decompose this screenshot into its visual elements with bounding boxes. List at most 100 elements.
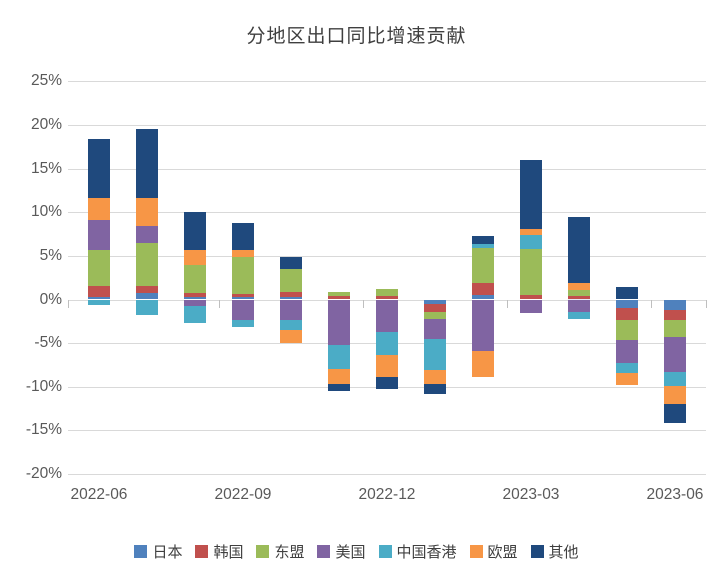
gridline — [68, 125, 706, 126]
x-axis-label: 2022-09 — [214, 486, 272, 503]
bar-segment — [280, 292, 302, 297]
bar-segment — [424, 383, 446, 394]
bar-segment — [376, 296, 398, 300]
bar-segment — [568, 296, 590, 299]
legend-item: 欧盟 — [469, 541, 518, 562]
y-axis-label: -20% — [25, 465, 62, 482]
bar-segment — [136, 226, 158, 243]
axis-tick — [651, 299, 652, 308]
legend-swatch — [317, 545, 331, 558]
bar-segment — [664, 385, 686, 405]
y-axis-label: 5% — [39, 247, 62, 264]
zero-line — [616, 299, 638, 300]
bar-segment — [328, 291, 350, 297]
bar-segment — [520, 159, 542, 229]
zero-line — [136, 299, 158, 300]
y-axis-label: 15% — [30, 160, 62, 177]
bar-segment — [376, 355, 398, 378]
bar-segment — [616, 319, 638, 340]
gridline — [68, 256, 706, 257]
bar-segment — [568, 290, 590, 297]
legend-swatch — [195, 545, 209, 558]
bar-segment — [664, 309, 686, 320]
bar-segment — [328, 369, 350, 385]
bar-segment — [472, 248, 494, 283]
bar-segment — [520, 235, 542, 249]
bar-segment — [472, 351, 494, 378]
bar-segment — [616, 363, 638, 374]
legend-label: 欧盟 — [487, 544, 518, 561]
legend-swatch — [256, 545, 270, 558]
bar-segment — [472, 282, 494, 295]
bar-segment — [616, 339, 638, 364]
bar-segment — [376, 289, 398, 296]
bar-segment — [616, 287, 638, 300]
axis-tick — [706, 299, 707, 308]
legend-item: 日本 — [134, 541, 182, 562]
bar-segment — [232, 222, 254, 250]
axis-tick — [507, 299, 508, 308]
bar-segment — [280, 268, 302, 293]
bar-segment — [184, 293, 206, 297]
bar-segment — [568, 311, 590, 320]
bar-segment — [136, 299, 158, 316]
bar-segment — [184, 212, 206, 250]
bar-segment — [184, 249, 206, 266]
bar-segment — [88, 249, 110, 286]
zero-line — [376, 299, 398, 300]
bar-segment — [472, 243, 494, 248]
bar-segment — [472, 294, 494, 300]
bar-segment — [280, 296, 302, 300]
bar-segment — [568, 217, 590, 283]
zero-line — [520, 299, 542, 300]
gridline — [68, 474, 706, 475]
legend-item: 中国香港 — [378, 541, 457, 562]
zero-line — [568, 299, 590, 300]
bar-segment — [232, 294, 254, 297]
bar-segment — [520, 299, 542, 313]
bar-segment — [664, 404, 686, 423]
bar-segment — [88, 285, 110, 297]
bar-segment — [424, 303, 446, 312]
bar-segment — [424, 319, 446, 340]
legend-label: 其他 — [548, 544, 579, 561]
bar-segment — [424, 339, 446, 371]
bar-segment — [280, 319, 302, 331]
legend: 日本 韩国 东盟 美国 中国香港 欧盟 其他 — [0, 541, 713, 562]
bar-segment — [328, 296, 350, 300]
gridline — [68, 430, 706, 431]
bar-segment — [136, 129, 158, 199]
legend-item: 其他 — [530, 541, 579, 562]
bar-segment — [88, 299, 110, 305]
bar-segment — [280, 257, 302, 269]
bar-segment — [424, 299, 446, 304]
legend-swatch — [134, 545, 148, 558]
bar-segment — [136, 292, 158, 300]
bar-segment — [616, 308, 638, 320]
bar-segment — [376, 377, 398, 390]
legend-item: 韩国 — [195, 541, 243, 562]
legend-label: 日本 — [152, 544, 183, 561]
x-axis-label: 2023-06 — [646, 486, 704, 503]
bar-segment — [424, 370, 446, 384]
legend-label: 中国香港 — [396, 544, 457, 561]
legend-swatch — [378, 545, 392, 558]
bar-segment — [568, 299, 590, 312]
bar-segment — [232, 296, 254, 300]
y-axis-label: 10% — [30, 203, 62, 220]
bar-segment — [280, 299, 302, 320]
y-axis-label: -10% — [25, 378, 62, 395]
y-axis-label: 20% — [30, 116, 62, 133]
bar-segment — [376, 299, 398, 332]
bar-segment — [184, 265, 206, 294]
gridline — [68, 212, 706, 213]
legend-label: 韩国 — [213, 544, 244, 561]
bar-segment — [520, 248, 542, 296]
bar-segment — [136, 242, 158, 287]
bar-segment — [328, 384, 350, 391]
zero-line — [184, 299, 206, 300]
legend-item: 美国 — [317, 541, 366, 562]
axis-tick — [363, 299, 364, 308]
